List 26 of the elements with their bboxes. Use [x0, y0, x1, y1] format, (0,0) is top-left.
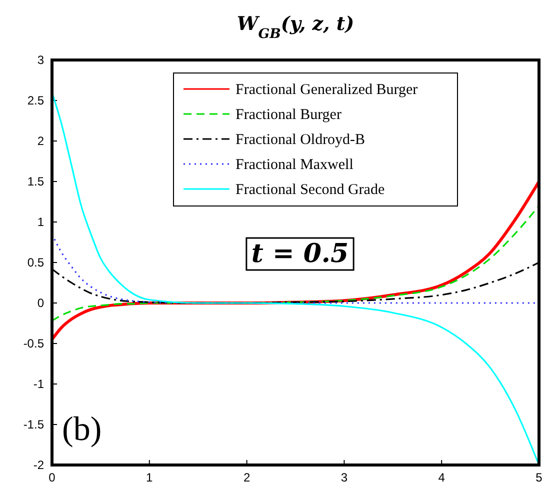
- legend-label: Fractional Oldroyd-B: [236, 132, 366, 148]
- legend-label: Fractional Second Grade: [236, 182, 385, 198]
- y-tick-label: -0.5: [23, 336, 44, 350]
- y-tick-label: -1: [33, 376, 44, 391]
- chart-title: W$_{GB}$(y, z, t): [236, 13, 354, 42]
- legend-label: Fractional Maxwell: [236, 157, 354, 173]
- x-tick-label: 0: [48, 470, 56, 485]
- line-series: [51, 205, 540, 322]
- y-tick-label: 1.5: [27, 174, 44, 188]
- x-tick-label: 4: [438, 470, 446, 485]
- y-tick-label: -1.5: [23, 417, 44, 432]
- x-tick-label: 5: [536, 470, 543, 485]
- annotation: (b): [62, 411, 102, 448]
- x-tick-label: 3: [340, 470, 348, 485]
- legend-label: Fractional Burger: [236, 107, 342, 123]
- y-tick-label: 2.5: [27, 93, 44, 108]
- legend-label: Fractional Generalized Burger: [236, 82, 418, 98]
- y-tick-label: 1: [37, 214, 44, 229]
- x-tick-label: 2: [243, 470, 250, 485]
- annotation: t = 0.5: [251, 239, 349, 269]
- y-tick-label: 3: [37, 52, 44, 67]
- y-tick-label: 0: [37, 296, 44, 310]
- y-tick-label: -2: [33, 458, 44, 472]
- x-tick-label: 1: [146, 470, 154, 485]
- y-tick-label: 2: [37, 134, 44, 148]
- y-tick-label: 0.5: [27, 255, 44, 270]
